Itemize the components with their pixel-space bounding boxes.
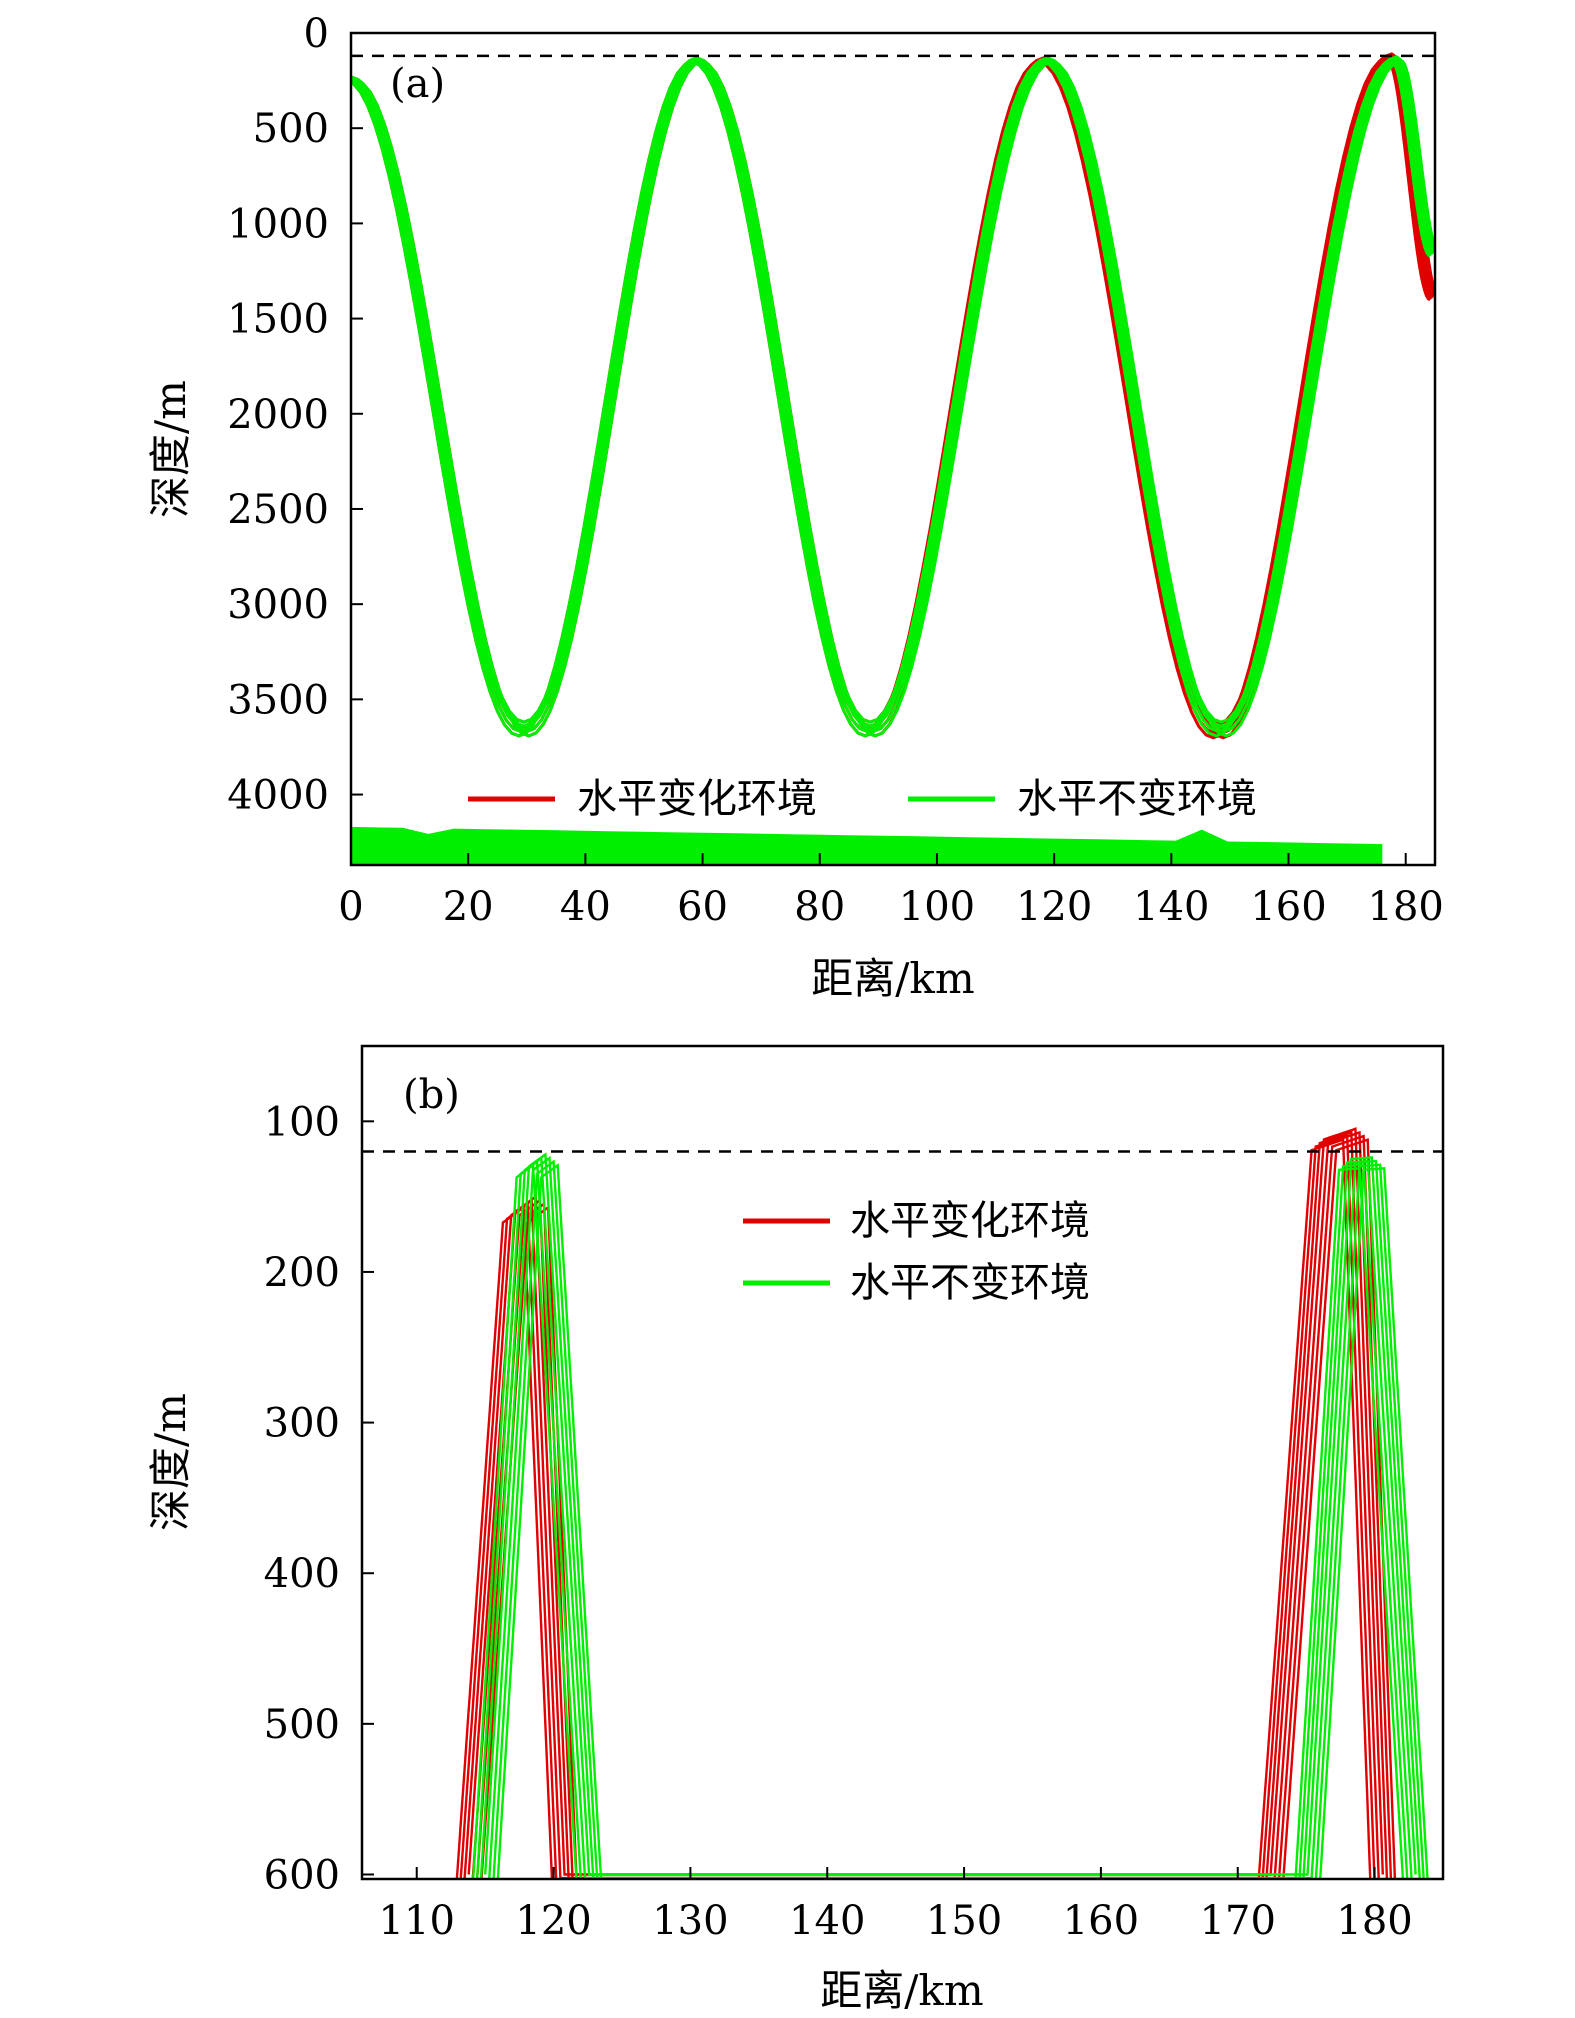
series-varying xyxy=(351,52,1435,740)
x-tick-label: 180 xyxy=(1368,884,1444,930)
x-tick-label: 150 xyxy=(926,1898,1002,1944)
panel-label: (b) xyxy=(403,1072,460,1118)
y-tick-label: 1500 xyxy=(227,297,329,343)
ray-line xyxy=(475,1134,1393,1879)
y-tick-label: 300 xyxy=(264,1401,340,1447)
ray-line xyxy=(496,1163,1429,1879)
x-tick-label: 20 xyxy=(443,884,494,930)
x-tick-label: 60 xyxy=(677,884,728,930)
ray-line xyxy=(352,53,1435,731)
x-axis-ticks: 0 20 40 60 80 100 120 140 160 180 xyxy=(338,853,1444,930)
y-tick-label: 400 xyxy=(264,1551,340,1597)
ray-line xyxy=(471,1130,1389,1879)
chart-panel-b: 110 120 130 140 150 160 170 180 100 200 300 400 500… xyxy=(146,1044,1445,2015)
plot-frame xyxy=(349,31,1437,867)
ray-line xyxy=(355,59,1435,738)
x-axis-label: 距离/km xyxy=(811,954,974,1003)
ray-line xyxy=(353,57,1435,733)
y-tick-label: 3500 xyxy=(227,677,329,723)
x-tick-label: 170 xyxy=(1200,1898,1276,1944)
ray-line xyxy=(492,1159,1425,1879)
y-tick-label: 2500 xyxy=(227,487,329,533)
y-tick-label: 0 xyxy=(304,11,329,57)
series-invariant xyxy=(351,55,1435,738)
plot-frame xyxy=(360,1044,1445,1881)
x-tick-label: 140 xyxy=(1133,884,1209,930)
x-tick-label: 160 xyxy=(1250,884,1326,930)
y-tick-label: 600 xyxy=(264,1852,340,1898)
y-tick-label: 2000 xyxy=(227,392,329,438)
x-tick-label: 120 xyxy=(1016,884,1092,930)
y-axis-ticks: 0 500 1000 1500 2000 2500 3000 3500 4000 xyxy=(227,11,363,819)
x-tick-label: 160 xyxy=(1063,1898,1139,1944)
y-axis-ticks: 100 200 300 400 500 600 xyxy=(264,1099,374,1898)
x-axis-label: 距离/km xyxy=(820,1966,983,2015)
legend-label-varying: 水平变化环境 xyxy=(577,776,817,822)
y-axis-label: 深度/m xyxy=(146,1393,195,1531)
y-tick-label: 500 xyxy=(253,106,329,152)
legend-label-varying: 水平变化环境 xyxy=(850,1198,1090,1244)
legend-label-invariant: 水平不变环境 xyxy=(1017,776,1257,822)
y-tick-label: 200 xyxy=(264,1250,340,1296)
legend-label-invariant: 水平不变环境 xyxy=(850,1260,1090,1306)
ray-line xyxy=(351,55,1435,724)
y-tick-label: 4000 xyxy=(227,773,329,819)
x-tick-label: 110 xyxy=(379,1898,455,1944)
x-tick-label: 130 xyxy=(652,1898,728,1944)
x-tick-label: 120 xyxy=(515,1898,591,1944)
y-axis-label: 深度/m xyxy=(146,380,195,518)
ray-series-a xyxy=(351,52,1435,740)
seafloor-band xyxy=(351,826,1383,865)
chart-panel-a: 0 20 40 60 80 100 120 140 160 180 0 500 1000 1500 200… xyxy=(146,11,1444,1003)
x-axis-ticks: 110 120 130 140 150 160 170 180 xyxy=(379,1867,1413,1944)
y-tick-label: 1000 xyxy=(227,201,329,247)
x-tick-label: 100 xyxy=(899,884,975,930)
ray-line xyxy=(480,1138,1397,1879)
seafloor-fill xyxy=(351,826,1383,865)
legend: 水平变化环境 水平不变环境 xyxy=(468,776,1257,822)
y-tick-label: 3000 xyxy=(227,582,329,628)
x-tick-label: 140 xyxy=(789,1898,865,1944)
ray-line xyxy=(475,1159,1409,1879)
ray-line xyxy=(484,1152,1417,1876)
ray-line xyxy=(355,56,1435,740)
x-tick-label: 40 xyxy=(560,884,611,930)
ray-line xyxy=(352,56,1435,729)
ray-line xyxy=(353,55,1435,735)
x-tick-label: 180 xyxy=(1336,1898,1412,1944)
legend: 水平变化环境 水平不变环境 xyxy=(743,1198,1090,1306)
ray-line xyxy=(459,1134,1376,1879)
ray-line xyxy=(463,1130,1380,1879)
y-tick-label: 500 xyxy=(264,1702,340,1748)
x-tick-label: 0 xyxy=(338,884,363,930)
y-tick-label: 100 xyxy=(264,1099,340,1145)
panel-label: (a) xyxy=(390,61,445,107)
x-tick-label: 80 xyxy=(794,884,845,930)
